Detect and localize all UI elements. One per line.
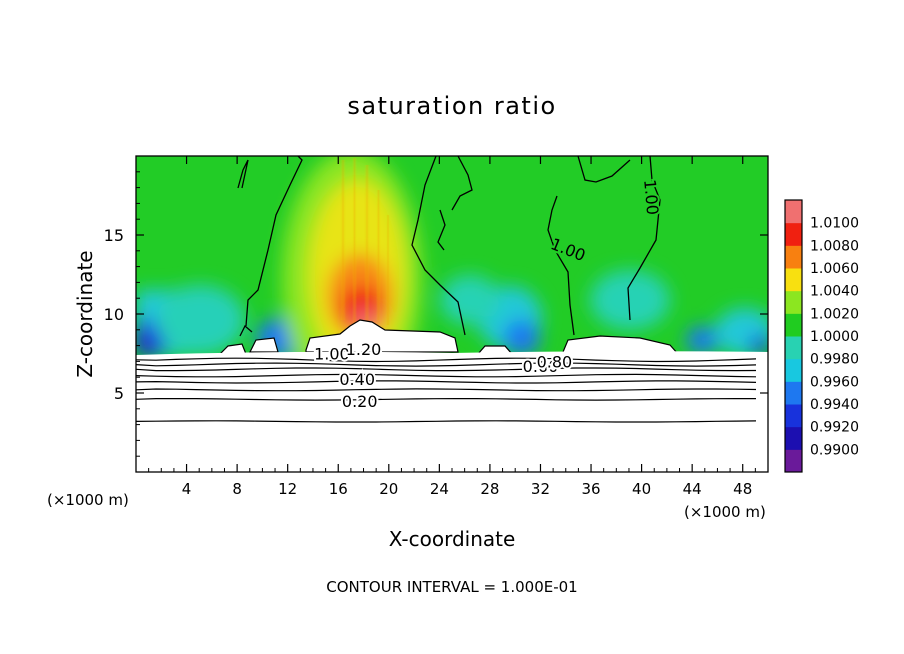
x-tick-label: 44	[683, 480, 702, 498]
vertical-streaks	[340, 158, 390, 328]
contour-line	[136, 373, 757, 378]
contour-line	[136, 380, 757, 384]
colorbar-swatch	[785, 336, 802, 360]
y-axis: 5 10 15	[104, 171, 768, 457]
x-unit-right: (×1000 m)	[684, 503, 766, 521]
contour-interval-note: CONTOUR INTERVAL = 1.000E-01	[326, 578, 577, 596]
y-tick-label: 10	[104, 305, 124, 324]
colorbar-tick-label: 1.0080	[810, 238, 859, 254]
x-tick-label: 8	[232, 480, 242, 498]
y-tick-label: 15	[104, 226, 124, 245]
contour-line	[136, 357, 757, 363]
x-tick-label: 16	[329, 480, 348, 498]
colorbar-tick-label: 1.0040	[810, 284, 859, 300]
colorbar-tick-label: 0.9940	[810, 397, 859, 413]
x-axis-label: X-coordinate	[389, 527, 516, 551]
contour-line	[136, 362, 757, 367]
colorbar-swatch	[785, 358, 802, 382]
contour-label: 1.00	[640, 179, 662, 216]
contour-label: 1.20	[346, 340, 382, 359]
x-tick-label: 20	[379, 480, 398, 498]
contour-label: 0.40	[339, 370, 375, 389]
x-tick-label: 48	[733, 480, 752, 498]
colorbar-swatch	[785, 313, 802, 337]
colorbar-tick-label: 1.0000	[810, 329, 859, 345]
heatmap-field	[136, 156, 768, 472]
colorbar-tick-label: 0.9960	[810, 374, 859, 390]
contour-label: 0.80	[537, 352, 573, 371]
y-axis-label: Z-coordinate	[73, 250, 97, 377]
colorbar-swatch	[785, 426, 802, 450]
colorbar-swatch	[785, 245, 802, 269]
colorbar-swatch	[785, 222, 802, 246]
contour-lines-upper	[237, 156, 661, 337]
colorbar-frame	[784, 199, 803, 473]
contour-label: 1.00	[314, 345, 350, 364]
colorbar-swatch	[785, 381, 802, 405]
contour-line	[136, 398, 756, 401]
x-tick-label: 36	[581, 480, 600, 498]
colorbar-tick-label: 0.9920	[810, 420, 859, 436]
x-tick-label: 24	[430, 480, 449, 498]
contour-line	[136, 367, 757, 372]
x-unit-left: (×1000 m)	[47, 491, 129, 509]
x-tick-label: 28	[480, 480, 499, 498]
contour-line	[136, 420, 757, 423]
x-tick-label: 4	[182, 480, 192, 498]
x-tick-label: 32	[531, 480, 550, 498]
chart-title: saturation ratio	[347, 92, 556, 120]
colorbar-swatch	[785, 268, 802, 292]
contour-line	[136, 388, 757, 392]
x-axis: 4 8 12 16 20 24 28 32 36 40 44 48	[148, 156, 756, 498]
contour-label: 0.60	[523, 357, 559, 376]
y-tick-label: 5	[114, 384, 124, 403]
colorbar-swatch	[785, 200, 802, 224]
colorbar-tick-label: 0.9900	[810, 442, 859, 458]
x-tick-label: 12	[278, 480, 297, 498]
contour-label: 0.20	[342, 392, 378, 411]
colorbar-swatch	[785, 290, 802, 314]
colorbar-tick-label: 0.9980	[810, 352, 859, 368]
colorbar-swatch	[785, 404, 802, 428]
colorbar: 0.9900 0.9920 0.9940 0.9960 0.9980 1.0000 1.00…	[784, 199, 859, 473]
colorbar-tick-label: 1.0060	[810, 261, 859, 277]
colorbar-tick-label: 1.0100	[810, 216, 859, 232]
x-tick-label: 40	[632, 480, 651, 498]
colorbar-swatch	[785, 449, 802, 473]
contour-lines-lower	[136, 357, 757, 423]
colorbar-tick-label: 1.0020	[810, 306, 859, 322]
